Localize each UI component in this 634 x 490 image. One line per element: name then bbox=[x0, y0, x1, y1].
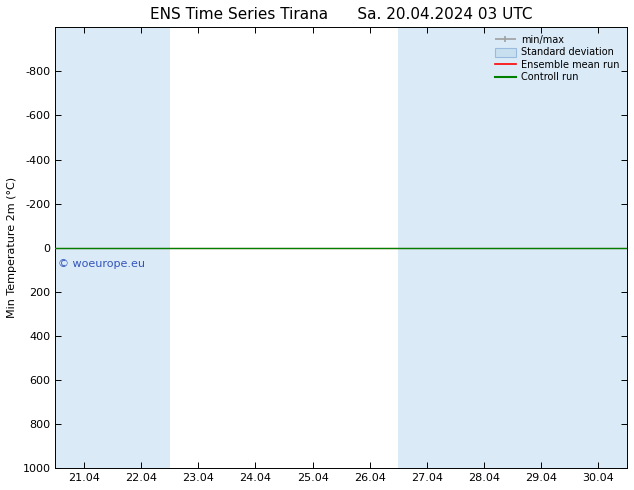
Title: ENS Time Series Tirana      Sa. 20.04.2024 03 UTC: ENS Time Series Tirana Sa. 20.04.2024 03… bbox=[150, 7, 533, 22]
Text: © woeurope.eu: © woeurope.eu bbox=[58, 259, 145, 269]
Bar bbox=[398, 27, 456, 468]
Bar bbox=[456, 27, 513, 468]
Bar bbox=[55, 27, 112, 468]
Bar bbox=[513, 27, 570, 468]
Bar bbox=[112, 27, 170, 468]
Y-axis label: Min Temperature 2m (°C): Min Temperature 2m (°C) bbox=[7, 177, 17, 318]
Bar bbox=[570, 27, 627, 468]
Legend: min/max, Standard deviation, Ensemble mean run, Controll run: min/max, Standard deviation, Ensemble me… bbox=[491, 32, 622, 85]
